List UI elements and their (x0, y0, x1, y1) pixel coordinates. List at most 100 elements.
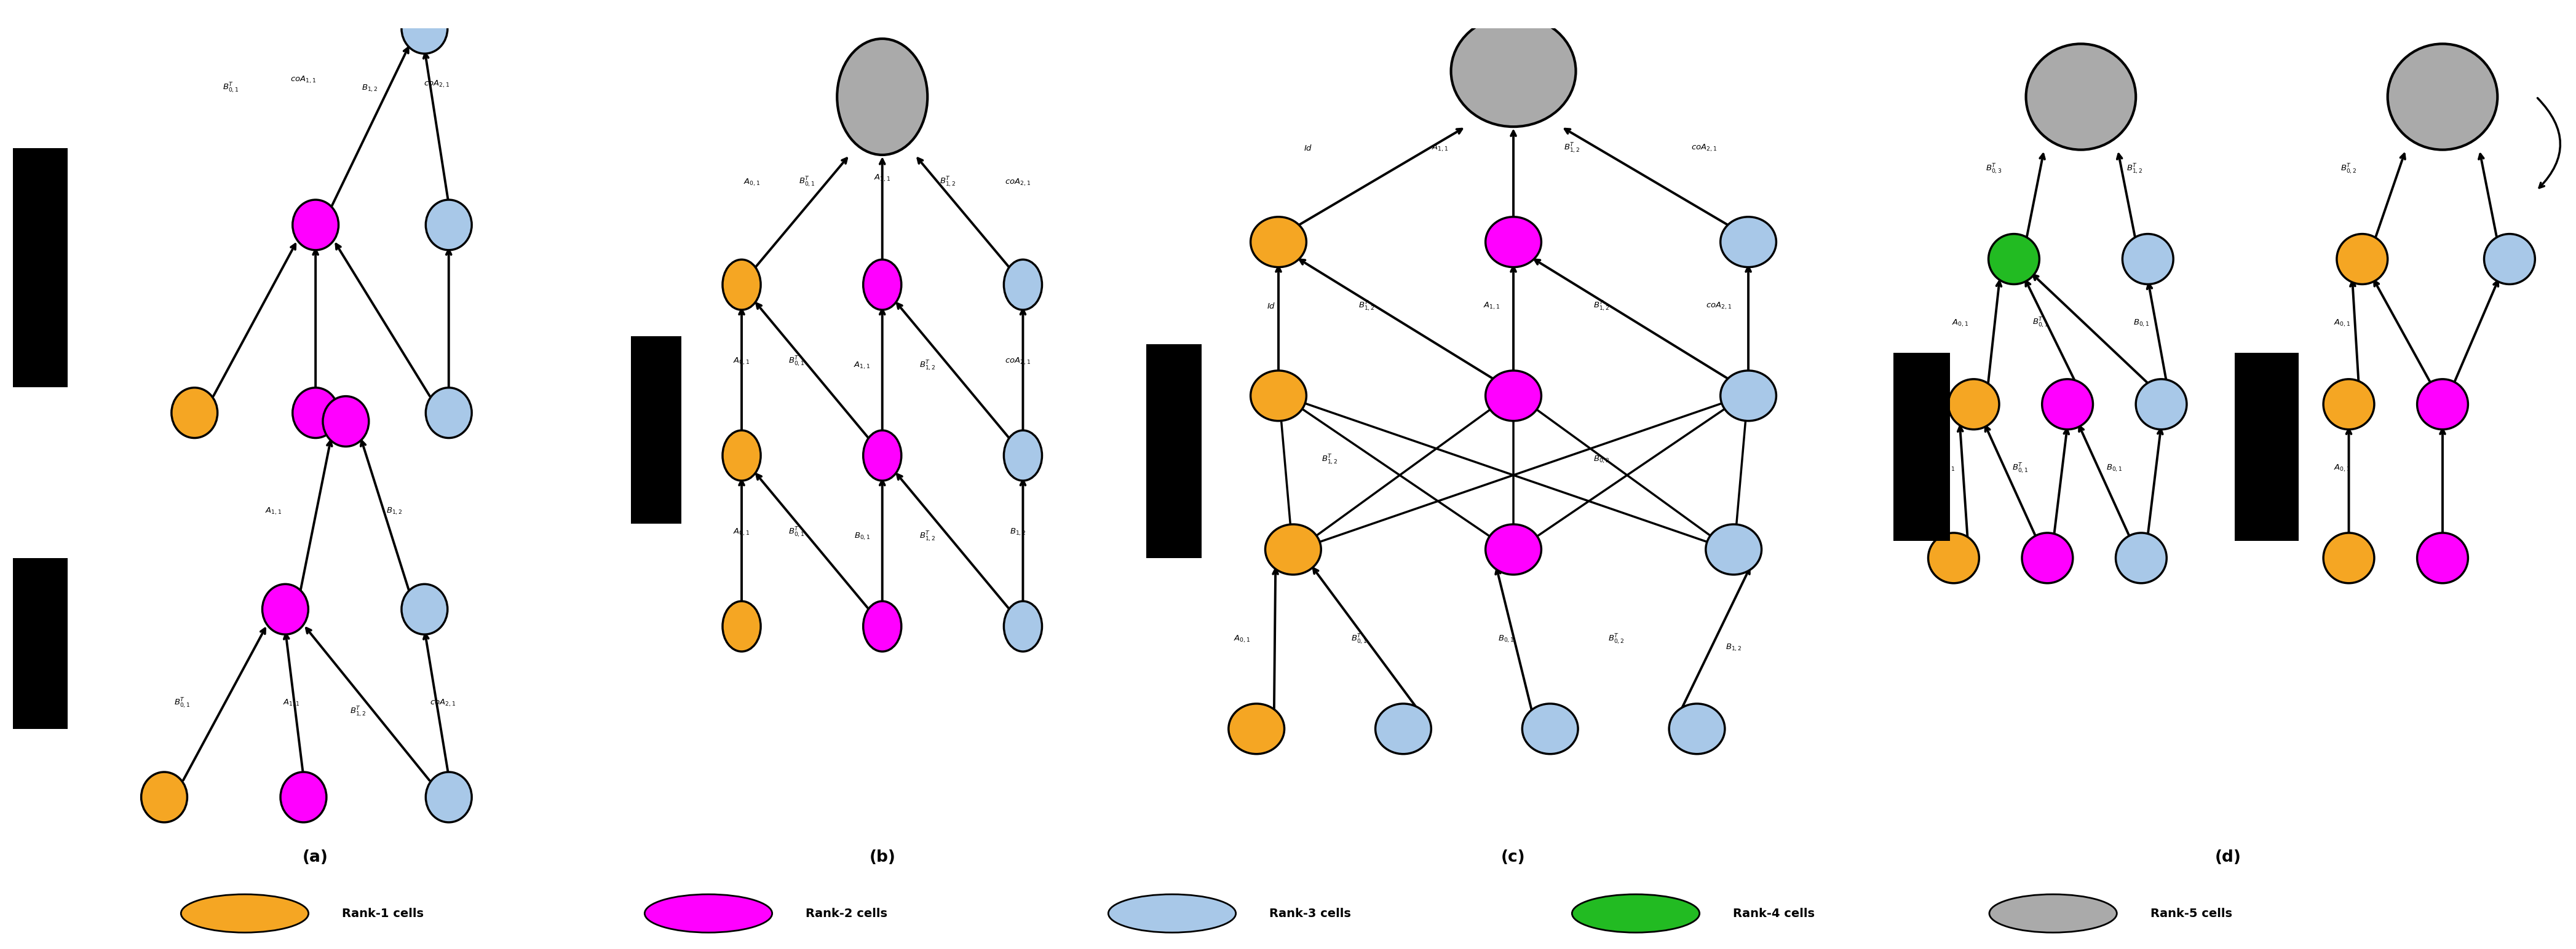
Ellipse shape (1721, 370, 1777, 421)
Text: $B_{1,2}$: $B_{1,2}$ (1726, 642, 1741, 653)
Ellipse shape (2416, 379, 2468, 430)
Text: $B_{0,1}$: $B_{0,1}$ (2107, 463, 2123, 474)
Ellipse shape (1929, 532, 1978, 584)
Ellipse shape (2324, 532, 2375, 584)
Ellipse shape (1705, 524, 1762, 575)
Text: $B_{0,2}^T$: $B_{0,2}^T$ (1607, 633, 1625, 645)
Ellipse shape (1989, 233, 2040, 285)
Text: $B_{1,2}^T$: $B_{1,2}^T$ (940, 176, 956, 189)
Text: $B_{1,2}^T$: $B_{1,2}^T$ (1321, 454, 1337, 466)
Ellipse shape (1376, 703, 1432, 754)
Text: $B_{1,2}^T$: $B_{1,2}^T$ (1595, 300, 1610, 312)
Ellipse shape (1450, 15, 1577, 126)
Ellipse shape (402, 584, 448, 635)
Text: $B_{1,2}$: $B_{1,2}$ (361, 84, 379, 93)
Ellipse shape (1486, 370, 1540, 421)
Text: $B_{0,1}^T$: $B_{0,1}^T$ (799, 176, 814, 189)
Text: $A_{1,1}$: $A_{1,1}$ (1432, 143, 1448, 153)
Ellipse shape (2022, 532, 2074, 584)
Ellipse shape (1522, 703, 1579, 754)
Text: $B_{1,2}$: $B_{1,2}$ (1010, 528, 1025, 537)
Text: $A_{0,1}$: $A_{0,1}$ (2334, 318, 2349, 328)
Ellipse shape (1571, 894, 1700, 933)
Text: $A_{0,1}$: $A_{0,1}$ (1953, 318, 1968, 328)
Text: $B_{1,2}^T$: $B_{1,2}^T$ (920, 530, 935, 543)
Ellipse shape (721, 259, 760, 310)
Bar (8, 148, 67, 387)
Text: $B_{0,2}$: $B_{0,2}$ (1595, 455, 1610, 465)
Ellipse shape (1108, 894, 1236, 933)
Ellipse shape (837, 39, 927, 155)
Text: $Id$: $Id$ (1303, 143, 1311, 153)
Ellipse shape (2043, 379, 2092, 430)
Ellipse shape (2115, 532, 2166, 584)
Text: Rank-4 cells: Rank-4 cells (1734, 907, 1816, 920)
Text: (d): (d) (2215, 849, 2241, 865)
Ellipse shape (1947, 379, 1999, 430)
Text: $B_{1,2}^T$: $B_{1,2}^T$ (1358, 300, 1376, 312)
Ellipse shape (425, 387, 471, 438)
Text: $B_{0,1}$: $B_{0,1}$ (1497, 634, 1515, 644)
Ellipse shape (2123, 233, 2174, 285)
Ellipse shape (142, 772, 188, 823)
Text: $B_{0,1}^T$: $B_{0,1}^T$ (2032, 317, 2048, 329)
Ellipse shape (425, 199, 471, 251)
Ellipse shape (281, 772, 327, 823)
Text: Rank-3 cells: Rank-3 cells (1270, 907, 1352, 920)
Text: (b): (b) (868, 849, 896, 865)
Text: $coA_{2,1}$: $coA_{2,1}$ (1705, 301, 1731, 311)
Ellipse shape (1249, 370, 1306, 421)
Ellipse shape (180, 894, 309, 933)
Text: (a): (a) (304, 849, 327, 865)
Ellipse shape (721, 601, 760, 652)
Ellipse shape (402, 3, 448, 54)
Text: $B_{0,1}^T$: $B_{0,1}^T$ (788, 526, 806, 539)
Ellipse shape (721, 430, 760, 481)
Ellipse shape (2336, 233, 2388, 285)
Text: $coA_{2,1}$: $coA_{2,1}$ (422, 79, 451, 89)
Text: $coA_{2,1}$: $coA_{2,1}$ (1005, 357, 1030, 366)
Text: (c): (c) (1502, 849, 1525, 865)
Text: $A_{0,1}$: $A_{0,1}$ (1234, 634, 1249, 644)
Ellipse shape (863, 259, 902, 310)
Ellipse shape (2136, 379, 2187, 430)
Text: $A_{0,1}$: $A_{0,1}$ (734, 528, 750, 537)
Ellipse shape (2483, 233, 2535, 285)
Text: Rank-2 cells: Rank-2 cells (806, 907, 889, 920)
Bar (1139, 344, 1200, 558)
Ellipse shape (1265, 524, 1321, 575)
Text: $Id$: $Id$ (1267, 302, 1275, 310)
Text: Rank-1 cells: Rank-1 cells (343, 907, 425, 920)
Text: $B_{0,2}^T$: $B_{0,2}^T$ (2342, 163, 2357, 176)
Ellipse shape (294, 387, 337, 438)
Text: $A_{0,1}$: $A_{0,1}$ (744, 177, 760, 187)
Text: $coA_{2,1}$: $coA_{2,1}$ (1005, 177, 1030, 187)
Text: $coA_{2,1}$: $coA_{2,1}$ (430, 698, 456, 708)
Ellipse shape (863, 430, 902, 481)
Text: $A_{0,1}$: $A_{0,1}$ (2334, 463, 2349, 474)
Ellipse shape (1989, 894, 2117, 933)
Text: $B_{0,1}^T$: $B_{0,1}^T$ (1350, 633, 1368, 645)
Text: $A_{1,1}$: $A_{1,1}$ (853, 361, 871, 371)
Ellipse shape (1229, 703, 1285, 754)
Ellipse shape (322, 396, 368, 447)
Text: $B_{0,1}^T$: $B_{0,1}^T$ (788, 355, 806, 368)
Ellipse shape (425, 772, 471, 823)
Text: $B_{1,2}^T$: $B_{1,2}^T$ (920, 360, 935, 372)
Ellipse shape (263, 584, 309, 635)
Ellipse shape (2025, 44, 2136, 150)
Text: $A_{0,1}$: $A_{0,1}$ (734, 357, 750, 366)
Text: $A_{1,1}$: $A_{1,1}$ (1484, 301, 1499, 311)
Ellipse shape (1005, 430, 1043, 481)
Ellipse shape (173, 387, 216, 438)
Ellipse shape (1486, 216, 1540, 268)
Ellipse shape (1249, 216, 1306, 268)
Text: $A_{1,1}$: $A_{1,1}$ (265, 506, 281, 516)
Text: $A_{0,1}$: $A_{0,1}$ (1940, 463, 1955, 474)
Text: $B_{0,1}^T$: $B_{0,1}^T$ (222, 82, 240, 95)
Text: $B_{0,1}$: $B_{0,1}$ (855, 531, 871, 542)
Text: $B_{1,2}^T$: $B_{1,2}^T$ (350, 705, 366, 718)
Text: $B_{0,3}^T$: $B_{0,3}^T$ (1986, 163, 2002, 176)
Text: $B_{0,1}^T$: $B_{0,1}^T$ (2012, 462, 2030, 474)
Text: $B_{1,2}^T$: $B_{1,2}^T$ (2125, 163, 2143, 176)
